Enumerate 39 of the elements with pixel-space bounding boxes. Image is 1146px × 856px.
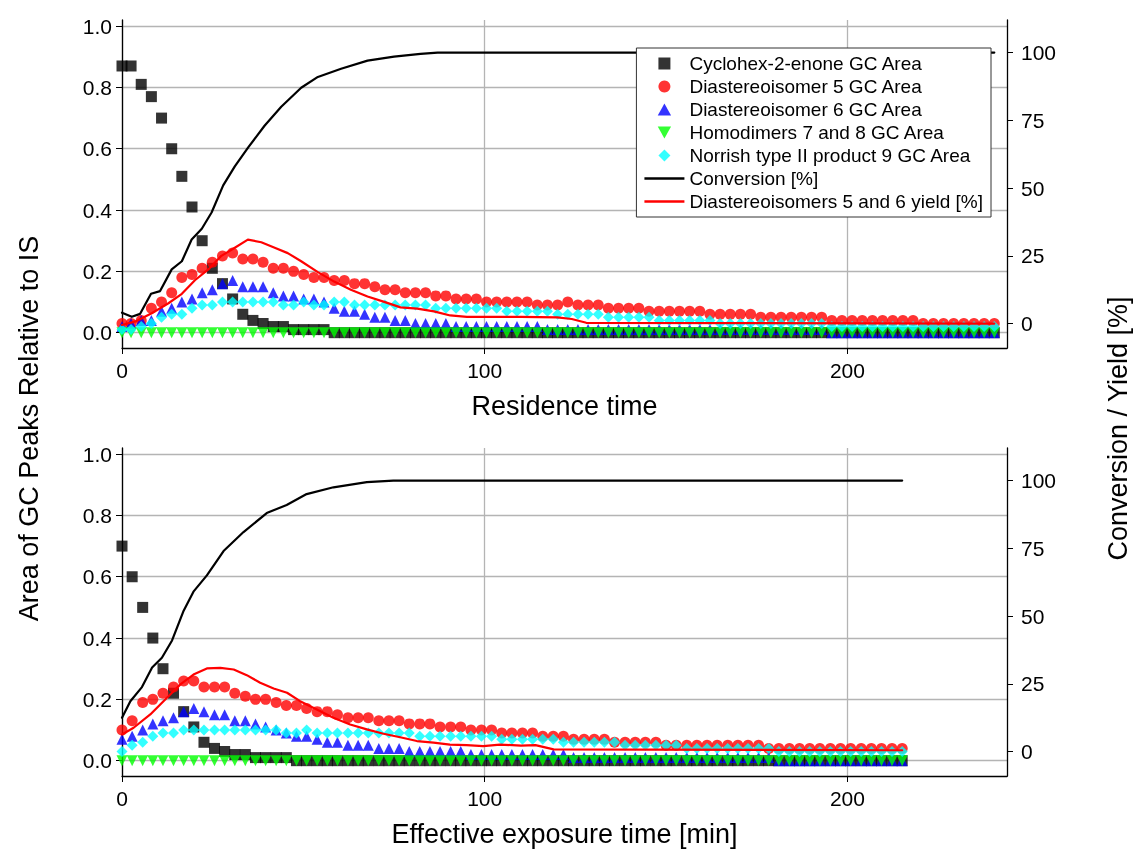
y2-tick-label: 0 xyxy=(1021,312,1033,336)
legend-label: Norrish type II product 9 GC Area xyxy=(689,145,971,166)
y2-axis-title: Conversion / Yield [%] xyxy=(1102,295,1134,561)
y-tick-label: 0.4 xyxy=(82,626,113,650)
y-tick-label: 0.6 xyxy=(82,565,112,589)
y-tick-label: 0.6 xyxy=(82,137,112,161)
y2-tick-label: 0 xyxy=(1021,740,1033,764)
x-axis-title: Residence time xyxy=(471,390,658,421)
legend-label: Diastereoisomer 5 GC Area xyxy=(689,76,923,97)
y-tick-label: 0.8 xyxy=(82,503,112,527)
y2-tick-label: 25 xyxy=(1021,244,1045,268)
legend-label: Cyclohex-2-enone GC Area xyxy=(689,53,923,74)
y2-tick-label: 75 xyxy=(1021,536,1045,560)
legend-label: Homodimers 7 and 8 GC Area xyxy=(689,122,945,143)
x-tick-label: 100 xyxy=(467,787,503,810)
y2-tick-label: 50 xyxy=(1021,176,1045,200)
y-axis-title: Area of GC Peaks Relative to IS xyxy=(14,235,46,621)
x-tick-label: 200 xyxy=(829,787,865,810)
x-tick-label: 0 xyxy=(116,359,128,382)
legend-label: Diastereoisomer 6 GC Area xyxy=(689,99,923,120)
y-tick-label: 1.0 xyxy=(82,442,112,466)
x-axis-title: Effective exposure time [min] xyxy=(391,818,738,849)
x-tick-label: 100 xyxy=(467,359,503,382)
y-tick-label: 0.4 xyxy=(82,198,113,222)
legend-label: Diastereoisomers 5 and 6 yield [%] xyxy=(689,191,984,212)
y-tick-label: 1.0 xyxy=(82,14,112,38)
x-tick-label: 0 xyxy=(116,787,128,810)
x-tick-label: 200 xyxy=(829,359,865,382)
y2-tick-label: 50 xyxy=(1021,604,1045,628)
y-tick-label: 0.0 xyxy=(82,749,112,773)
y2-tick-label: 25 xyxy=(1021,672,1045,696)
y-tick-label: 0.2 xyxy=(82,687,112,711)
y-tick-label: 0.2 xyxy=(82,259,112,283)
legend-label: Conversion [%] xyxy=(689,168,819,189)
y2-tick-label: 100 xyxy=(1021,469,1057,493)
y-tick-label: 0.0 xyxy=(82,321,112,345)
y2-tick-label: 75 xyxy=(1021,108,1045,132)
y-tick-label: 0.8 xyxy=(82,75,112,99)
y2-tick-label: 100 xyxy=(1021,41,1057,65)
